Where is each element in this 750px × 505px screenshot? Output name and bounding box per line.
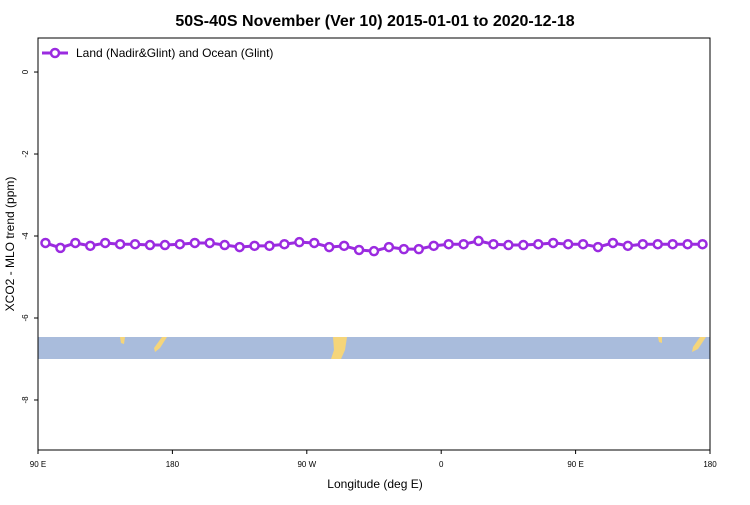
point	[323, 241, 335, 253]
point	[413, 243, 425, 255]
point	[383, 241, 395, 253]
point	[189, 237, 201, 249]
x-tick-label: 90 E	[30, 460, 46, 469]
point	[114, 238, 126, 250]
plot-frame	[37, 37, 711, 451]
point	[398, 243, 410, 255]
point	[667, 238, 678, 250]
y-tick-label: -4	[21, 232, 30, 240]
point	[473, 235, 484, 247]
point	[518, 239, 529, 251]
point	[129, 238, 141, 250]
point	[85, 240, 96, 252]
point	[622, 240, 634, 252]
point	[309, 237, 320, 249]
point	[428, 240, 439, 252]
point	[503, 239, 514, 251]
x-tick-label: 180	[166, 460, 180, 469]
point	[592, 241, 604, 253]
point	[562, 238, 574, 250]
point	[70, 237, 81, 249]
legend-marker	[49, 47, 61, 59]
y-tick-label: 0	[21, 69, 30, 74]
point	[99, 237, 111, 249]
point	[458, 238, 469, 250]
point	[533, 238, 544, 250]
point	[144, 239, 156, 251]
x-tick-label: 0	[439, 460, 444, 469]
point	[219, 239, 230, 251]
point	[488, 238, 499, 250]
point	[294, 236, 305, 248]
y-axis-label: XCO2 - MLO trend (ppm)	[3, 177, 17, 312]
point	[204, 237, 215, 249]
point	[174, 238, 186, 250]
chart-title: 50S-40S November (Ver 10) 2015-01-01 to …	[175, 13, 574, 30]
point	[234, 241, 245, 253]
x-tick-label: 90 W	[297, 460, 316, 469]
point	[368, 245, 380, 257]
point	[637, 238, 649, 250]
point	[607, 237, 619, 249]
point	[547, 237, 559, 249]
point	[682, 238, 693, 250]
point	[338, 240, 350, 252]
point	[577, 238, 589, 250]
point	[652, 238, 663, 250]
point	[697, 238, 708, 250]
point	[443, 238, 454, 250]
point	[279, 238, 290, 250]
x-tick-label: 90 E	[567, 460, 583, 469]
point	[264, 240, 275, 252]
point	[40, 237, 51, 249]
point	[249, 240, 260, 252]
point	[159, 239, 171, 251]
legend-label: Land (Nadir&Glint) and Ocean (Glint)	[76, 46, 273, 60]
point	[353, 244, 365, 256]
x-tick-label: 180	[703, 460, 717, 469]
y-tick-label: -8	[21, 396, 30, 404]
point	[55, 242, 66, 254]
x-axis-label: Longitude (deg E)	[327, 477, 422, 491]
map-strip	[38, 337, 710, 359]
y-tick-label: -6	[21, 314, 30, 322]
y-tick-label: -2	[21, 150, 30, 158]
